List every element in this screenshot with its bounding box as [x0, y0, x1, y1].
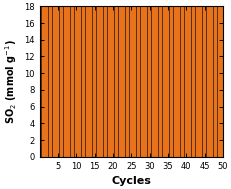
Bar	[93, 6, 96, 157]
Bar	[46, 6, 49, 157]
Bar	[148, 6, 151, 157]
Bar	[79, 6, 82, 157]
Bar	[167, 6, 170, 157]
Bar	[222, 6, 225, 157]
Bar	[71, 6, 74, 157]
Bar	[56, 6, 59, 157]
Bar	[152, 6, 155, 157]
Bar	[60, 6, 63, 157]
Bar	[119, 6, 122, 157]
Bar	[97, 6, 100, 157]
Bar	[111, 6, 115, 157]
Bar	[218, 6, 221, 157]
Bar	[170, 6, 173, 157]
Bar	[196, 6, 199, 157]
Bar	[144, 6, 147, 157]
Bar	[203, 6, 206, 157]
Bar	[64, 6, 67, 157]
Bar	[104, 6, 107, 157]
Bar	[49, 6, 52, 157]
Bar	[42, 6, 45, 157]
Bar	[188, 6, 191, 157]
Bar	[155, 6, 158, 157]
Bar	[181, 6, 184, 157]
Bar	[53, 6, 56, 157]
Bar	[207, 6, 210, 157]
Bar	[100, 6, 103, 157]
Bar	[177, 6, 180, 157]
Bar	[174, 6, 177, 157]
Bar	[115, 6, 118, 157]
Bar	[137, 6, 140, 157]
X-axis label: Cycles: Cycles	[111, 176, 151, 186]
Bar	[108, 6, 111, 157]
Bar	[199, 6, 203, 157]
Bar	[159, 6, 162, 157]
Bar	[67, 6, 70, 157]
Bar	[185, 6, 188, 157]
Y-axis label: SO$_2$ (mmol g$^{-1}$): SO$_2$ (mmol g$^{-1}$)	[3, 39, 18, 124]
Bar	[82, 6, 85, 157]
Bar	[126, 6, 129, 157]
Bar	[192, 6, 195, 157]
Bar	[214, 6, 217, 157]
Bar	[89, 6, 92, 157]
Bar	[122, 6, 125, 157]
Bar	[210, 6, 213, 157]
Bar	[163, 6, 166, 157]
Bar	[141, 6, 144, 157]
Bar	[75, 6, 78, 157]
Bar	[134, 6, 137, 157]
Bar	[130, 6, 133, 157]
Bar	[86, 6, 89, 157]
